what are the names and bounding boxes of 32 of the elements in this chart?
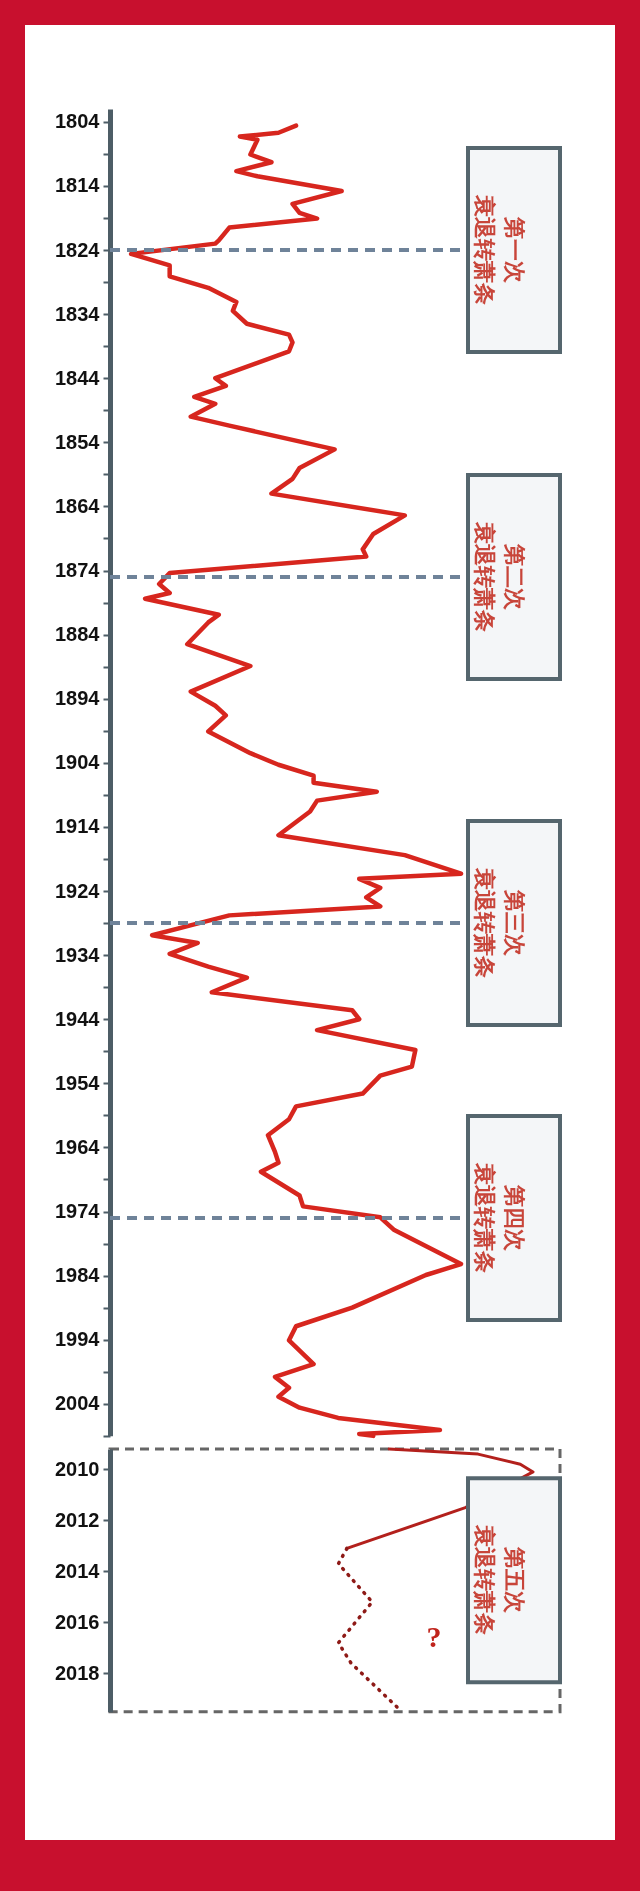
y-tick-label: 1924 bbox=[55, 879, 101, 902]
y-tick-label: 1994 bbox=[55, 1328, 101, 1351]
y-tick-label: 1854 bbox=[55, 430, 101, 453]
y-tick-label: 1974 bbox=[55, 1200, 101, 1223]
y-tick-label: 2004 bbox=[55, 1392, 101, 1415]
y-tick-label: 1984 bbox=[55, 1264, 101, 1287]
ref-line-label: 第一次衰退转萧条 bbox=[472, 194, 527, 306]
annotation: ? bbox=[426, 1620, 442, 1654]
y-tick-label: 2012 bbox=[55, 1508, 100, 1531]
ref-line-label: 第三次衰退转萧条 bbox=[472, 867, 527, 979]
y-tick-label: 1804 bbox=[55, 110, 101, 133]
y-tick-label: 2010 bbox=[55, 1457, 100, 1480]
y-tick-label: 1914 bbox=[55, 815, 101, 838]
y-tick-label: 2018 bbox=[55, 1661, 100, 1684]
y-tick-label: 1894 bbox=[55, 687, 101, 710]
y-tick-label: 1934 bbox=[55, 943, 101, 966]
y-tick-label: 1954 bbox=[55, 1071, 101, 1094]
y-tick-label: 2014 bbox=[55, 1559, 101, 1582]
y-tick-label: 1824 bbox=[55, 238, 101, 261]
y-tick-label: 1884 bbox=[55, 623, 101, 646]
y-tick-label: 1864 bbox=[55, 494, 101, 517]
y-tick-label: 1844 bbox=[55, 366, 101, 389]
y-tick-label: 1814 bbox=[55, 174, 101, 197]
y-tick-label: 1904 bbox=[55, 751, 101, 774]
y-tick-label: 1834 bbox=[55, 302, 101, 325]
ref-line-label: 第二次衰退转萧条 bbox=[472, 520, 527, 632]
y-tick-label: 1964 bbox=[55, 1135, 101, 1158]
y-tick-label: 2016 bbox=[55, 1610, 100, 1633]
annotation: 第五次衰退转萧条 bbox=[472, 1524, 527, 1636]
y-tick-label: 1874 bbox=[55, 559, 101, 582]
y-tick-label: 1944 bbox=[55, 1007, 101, 1030]
ref-line-label: 第四次衰退转萧条 bbox=[472, 1161, 527, 1273]
